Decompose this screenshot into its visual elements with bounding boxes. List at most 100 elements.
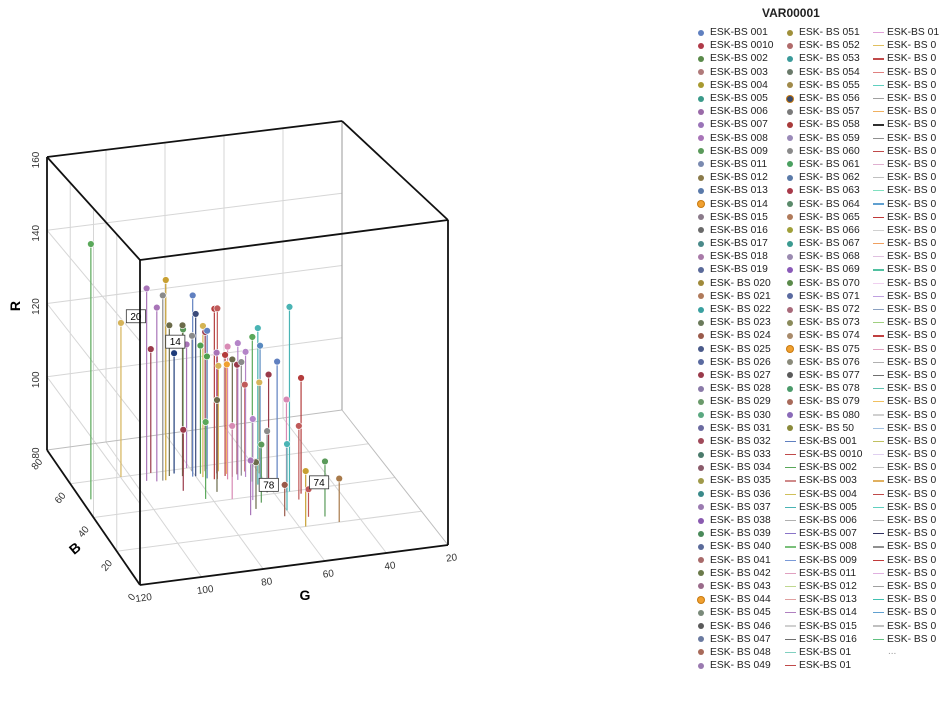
legend-item-label: ESK- BS 0 [887,462,937,474]
legend-item-label: ESK- BS 0 [887,40,937,52]
data-point [203,352,211,361]
marker-swatch-icon [695,121,707,128]
legend-item-label: ESK- BS 079 [799,396,860,408]
legend-item: ESK- BS 0 [872,567,939,580]
line-swatch-icon [872,427,884,429]
marker-swatch-icon [695,161,707,168]
marker-swatch-icon [784,359,796,366]
marker-swatch-icon [695,491,707,498]
marker-swatch-icon [784,227,796,234]
line-swatch-icon [872,322,884,324]
data-point [321,457,329,466]
legend-item: ESK- BS 052 [784,39,863,52]
marker-swatch-icon [695,306,707,313]
marker-swatch-icon [784,266,796,273]
legend-item: ESK- BS 057 [784,105,863,118]
legend-item: ESK- BS 0 [872,356,939,369]
line-swatch-icon [872,124,884,126]
legend-item-label: ESK- BS 0 [887,238,937,250]
legend-item-label: ESK- BS 078 [799,383,860,395]
legend-item: ESK- BS 030 [695,408,774,421]
marker-swatch-icon [695,148,707,155]
legend-item: ESK- BS 0 [872,39,939,52]
legend-item: ESK-BS 016 [695,224,774,237]
marker-swatch-icon [695,227,707,234]
data-point [237,358,246,366]
legend-item: ESK-BS 003 [784,474,863,487]
line-swatch-icon [872,599,884,601]
marker-swatch-icon [784,174,796,181]
line-swatch-icon [872,216,884,218]
legend-item: ESK- BS 0 [872,606,939,619]
legend-item: ESK- BS 056 [784,92,863,105]
line-swatch-icon [872,335,884,337]
svg-text:20: 20 [130,312,142,323]
legend-item: ESK- BS 0 [872,435,939,448]
legend-item-label: ESK- BS 0 [887,396,937,408]
legend-item-label: ESK- BS 0 [887,66,937,78]
legend-item-label: ESK- BS 030 [710,409,771,421]
legend-item: ESK- BS 021 [695,290,774,303]
line-swatch-icon [784,572,796,574]
legend-item: ESK- BS 071 [784,290,863,303]
grid-line-r [46,337,343,378]
legend-item: ESK- BS 077 [784,369,863,382]
line-swatch-icon [784,665,796,667]
legend-item-label: ESK-BS 015 [710,211,768,223]
data-point [335,474,343,483]
legend-item: ESK- BS 0 [872,145,939,158]
legend-item-label: ESK- BS 054 [799,66,860,78]
marker-swatch-icon [695,266,707,273]
legend-item-label: ESK-BS 002 [710,53,768,65]
marker-swatch-icon [695,412,707,419]
legend-item-label: ESK- BS 037 [710,501,771,513]
legend-item-label: ESK- BS 0 [887,528,937,540]
line-swatch-icon [872,295,884,297]
line-swatch-icon [784,546,796,548]
legend-item-label: ESK- BS 0 [887,607,937,619]
legend-item: ESK- BS 0 [872,197,939,210]
legend-item-label: ESK- BS 0 [887,264,937,276]
legend-item: ESK- BS 0 [872,461,939,474]
legend-item-label: ESK-BS 012 [799,580,857,592]
marker-swatch-icon [784,398,796,405]
legend-item-label: ESK- BS 022 [710,304,771,316]
legend-item-label: ESK- BS 026 [710,356,771,368]
marker-swatch-icon [784,385,796,392]
legend-item: ESK- BS 029 [695,395,774,408]
legend-item-label: ESK- BS 045 [710,607,771,619]
legend-item: ESK- BS 041 [695,554,774,567]
frame-edge-front-bottom [139,544,449,586]
marker-swatch-icon [784,214,796,221]
legend-item-label: ESK- BS 051 [799,27,860,39]
legend-item-label: ESK- BS 0 [887,198,937,210]
legend-item: ESK- BS 0 [872,224,939,237]
legend-item: ESK-BS 004 [784,488,863,501]
legend-item: ESK- BS 042 [695,567,774,580]
legend-item: ESK- BS 024 [695,329,774,342]
legend-item-label: ESK- BS 0 [887,317,937,329]
data-point [248,333,257,341]
marker-swatch-icon [784,148,796,155]
line-swatch-icon [784,519,796,522]
line-swatch-icon [784,559,796,561]
frame-edge-front-top [139,219,449,261]
legend-item-label: ESK-BS 011 [799,567,857,579]
legend-item: ESK- BS 0 [872,329,939,342]
legend-item-label: ESK- BS 053 [799,53,860,65]
legend-item: ESK-BS 0010 [695,39,774,52]
legend-item: ESK- BS 0 [872,343,939,356]
marker-swatch-icon [695,623,707,630]
legend-item-label: ESK-BS 009 [799,554,857,566]
x-tick-label: 60 [322,568,335,581]
legend-item-label: ESK- BS 052 [799,40,860,52]
legend-item: ESK- BS 0 [872,501,939,514]
legend-item-label: ESK- BS 0 [887,79,937,91]
legend: VAR00001 ESK-BS 001 ESK-BS 0010 ESK-BS 002… [690,0,949,702]
data-point [257,440,266,449]
legend-item-label: ESK- BS 0 [887,422,937,434]
legend-item: ESK-BS 008 [784,540,863,553]
legend-item: ESK-BS 002 [695,52,774,65]
legend-item: ESK- BS 075 [784,343,863,356]
